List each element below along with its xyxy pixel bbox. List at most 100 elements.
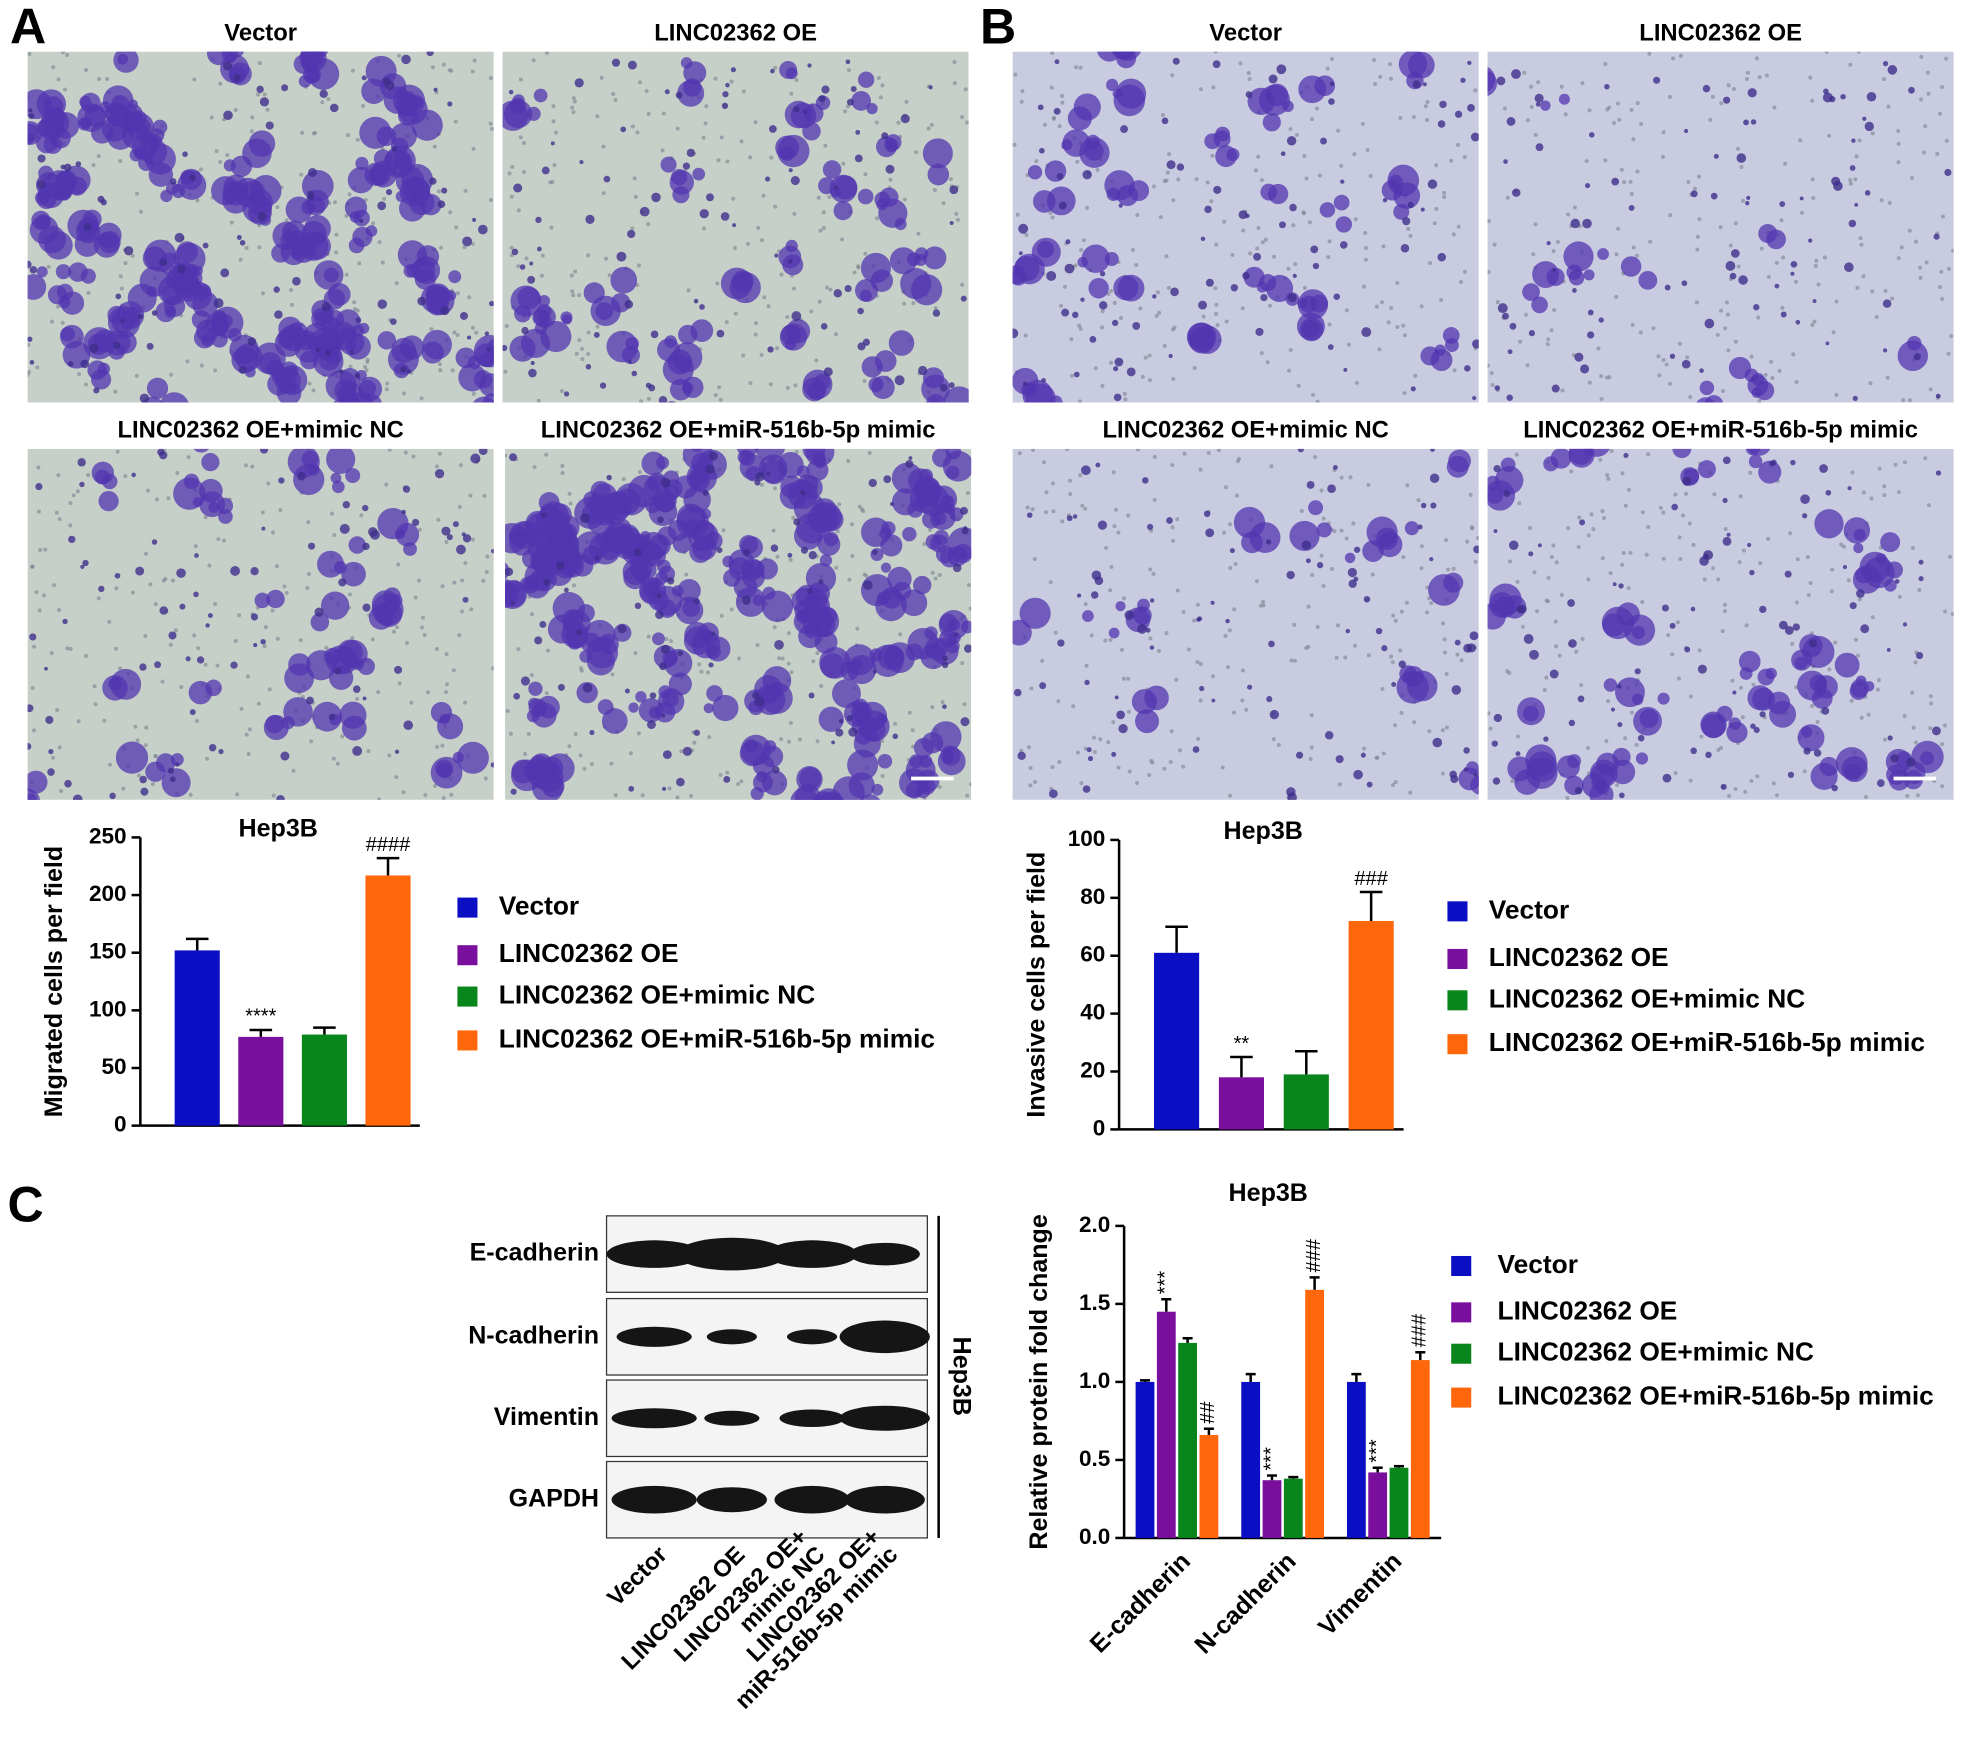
pore — [1118, 315, 1124, 320]
cell — [1897, 340, 1929, 372]
pore — [792, 211, 797, 216]
cell-small — [772, 766, 780, 774]
cell — [807, 582, 830, 605]
cell-small — [1204, 205, 1212, 214]
cell — [1106, 187, 1120, 201]
pore — [199, 363, 204, 368]
cell-small — [1053, 107, 1061, 115]
pore — [732, 246, 737, 251]
cell-small — [462, 534, 472, 543]
pore — [902, 197, 907, 202]
legend-swatch — [1451, 1343, 1472, 1364]
cell-small — [1118, 724, 1128, 734]
pore — [739, 779, 744, 784]
pore — [523, 751, 528, 757]
cell — [931, 637, 959, 665]
pore — [1609, 448, 1614, 453]
cell — [819, 607, 838, 625]
pore — [1091, 735, 1096, 740]
pore — [233, 107, 238, 112]
cell-small — [1168, 353, 1173, 359]
cell-small — [536, 246, 542, 252]
cell-small — [1825, 341, 1830, 346]
cell — [1428, 574, 1460, 606]
pore — [1444, 538, 1449, 543]
cell-small — [1328, 98, 1335, 105]
cell-small — [1705, 751, 1712, 759]
cell-small — [68, 361, 74, 367]
cell — [358, 393, 382, 403]
cell-small — [1580, 364, 1590, 374]
cell — [1260, 183, 1278, 201]
cell-small — [151, 539, 158, 545]
pore — [1677, 341, 1682, 346]
cell-small — [949, 185, 959, 195]
cell-small — [808, 551, 817, 560]
cell-small — [79, 481, 85, 488]
error-bar — [1139, 1379, 1151, 1382]
cell-small — [787, 552, 793, 558]
cell-small — [1731, 249, 1740, 258]
pore — [1591, 527, 1596, 532]
pore — [357, 261, 362, 266]
band — [706, 1329, 757, 1345]
cell-small — [196, 656, 205, 664]
pore — [1408, 233, 1413, 238]
pore — [1079, 781, 1084, 786]
pore — [1514, 452, 1519, 457]
pore — [586, 330, 591, 335]
pore — [1015, 212, 1020, 217]
cell-small — [765, 176, 771, 182]
cell-small — [377, 201, 387, 211]
pore — [250, 115, 255, 120]
cell-small — [1800, 494, 1810, 504]
cell — [1243, 266, 1265, 288]
cell — [921, 374, 950, 403]
legend-swatch — [1447, 901, 1468, 922]
cell-small — [1081, 465, 1091, 476]
cell-small — [321, 302, 331, 312]
pore — [551, 104, 556, 109]
cell-small — [894, 375, 905, 386]
cell-small — [140, 787, 149, 796]
pore — [1623, 503, 1628, 508]
pore — [741, 353, 746, 358]
cell-small — [1508, 540, 1519, 550]
pore — [1897, 594, 1902, 599]
pore — [1861, 274, 1866, 279]
pore — [429, 327, 434, 332]
y-tick-label: 2.0 — [1079, 1212, 1110, 1237]
pore — [1126, 676, 1131, 681]
pore — [704, 104, 709, 109]
pore — [344, 272, 349, 277]
pore — [1905, 794, 1910, 799]
pore — [1147, 353, 1152, 358]
cell-small — [1473, 545, 1479, 554]
cell-small — [175, 762, 180, 767]
protein-label: GAPDH — [509, 1484, 599, 1512]
pore — [334, 250, 339, 255]
cell-small — [693, 598, 700, 605]
cell-small — [62, 618, 68, 625]
cell-small — [1831, 176, 1841, 186]
cell — [200, 333, 214, 347]
cell-small — [624, 688, 630, 694]
cell-small — [260, 638, 266, 645]
y-tick-label: 40 — [1080, 1000, 1105, 1025]
cell — [1522, 283, 1540, 301]
cell — [160, 392, 189, 403]
cell — [419, 193, 442, 216]
cell-small — [441, 187, 448, 194]
pore — [1710, 94, 1715, 99]
pore — [1181, 764, 1186, 769]
pore — [1428, 260, 1433, 265]
pore — [324, 645, 329, 650]
pore — [1228, 522, 1233, 527]
cell-small — [307, 193, 315, 201]
cell — [1027, 165, 1043, 180]
pore — [352, 300, 357, 305]
cell-small — [1847, 486, 1852, 491]
pore — [876, 76, 881, 81]
pore — [107, 762, 112, 767]
cell — [1543, 456, 1559, 472]
